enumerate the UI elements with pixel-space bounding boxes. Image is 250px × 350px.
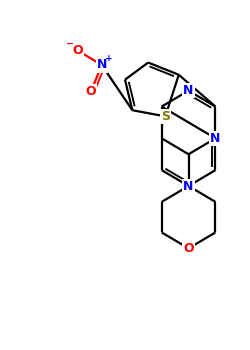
Text: O: O [72, 44, 83, 57]
Text: S: S [161, 110, 170, 123]
Text: N: N [96, 58, 107, 71]
Text: N: N [210, 132, 221, 145]
Text: O: O [183, 242, 194, 255]
Text: +: + [105, 54, 112, 63]
Text: N: N [183, 84, 194, 97]
Text: O: O [86, 85, 96, 98]
Text: N: N [183, 180, 194, 193]
Text: −: − [66, 38, 74, 49]
